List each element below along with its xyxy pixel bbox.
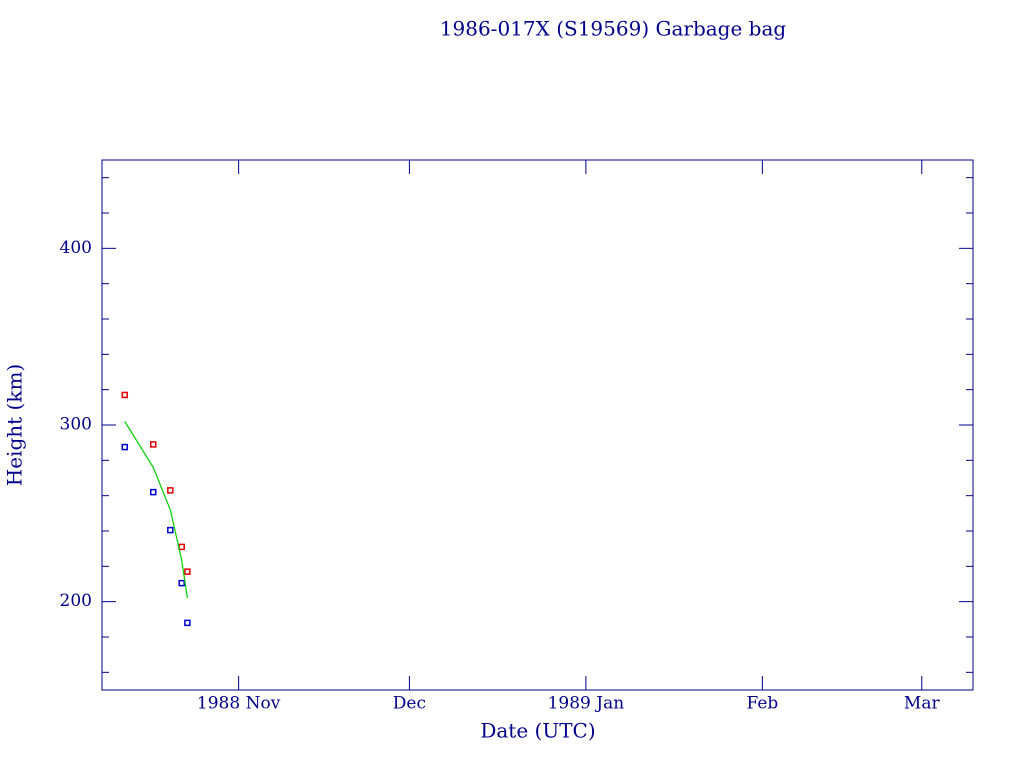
point — [167, 526, 174, 534]
x-tick-label: 1988 Nov — [197, 694, 281, 714]
point — [184, 619, 191, 627]
plot-frame — [101, 159, 974, 691]
point — [178, 579, 185, 587]
x-tick-label: Feb — [746, 694, 778, 714]
y-axis-label: Height (km) — [3, 364, 27, 486]
y-tick-label: 200 — [60, 591, 92, 611]
chart-title: 1986-017X (S19569) Garbage bag — [440, 17, 787, 41]
y-tick-label: 300 — [60, 415, 92, 435]
y-tick-label: 400 — [60, 238, 92, 258]
point — [149, 488, 157, 496]
point — [121, 391, 129, 399]
point — [167, 487, 174, 494]
x-tick-label: 1989 Jan — [548, 694, 625, 714]
point — [178, 543, 185, 551]
x-axis-label: Date (UTC) — [480, 719, 595, 743]
line — [124, 421, 188, 599]
x-tick-label: Dec — [393, 694, 426, 714]
point — [149, 441, 157, 448]
point — [184, 568, 191, 575]
point — [121, 443, 129, 451]
x-tick-label: Mar — [904, 694, 941, 714]
